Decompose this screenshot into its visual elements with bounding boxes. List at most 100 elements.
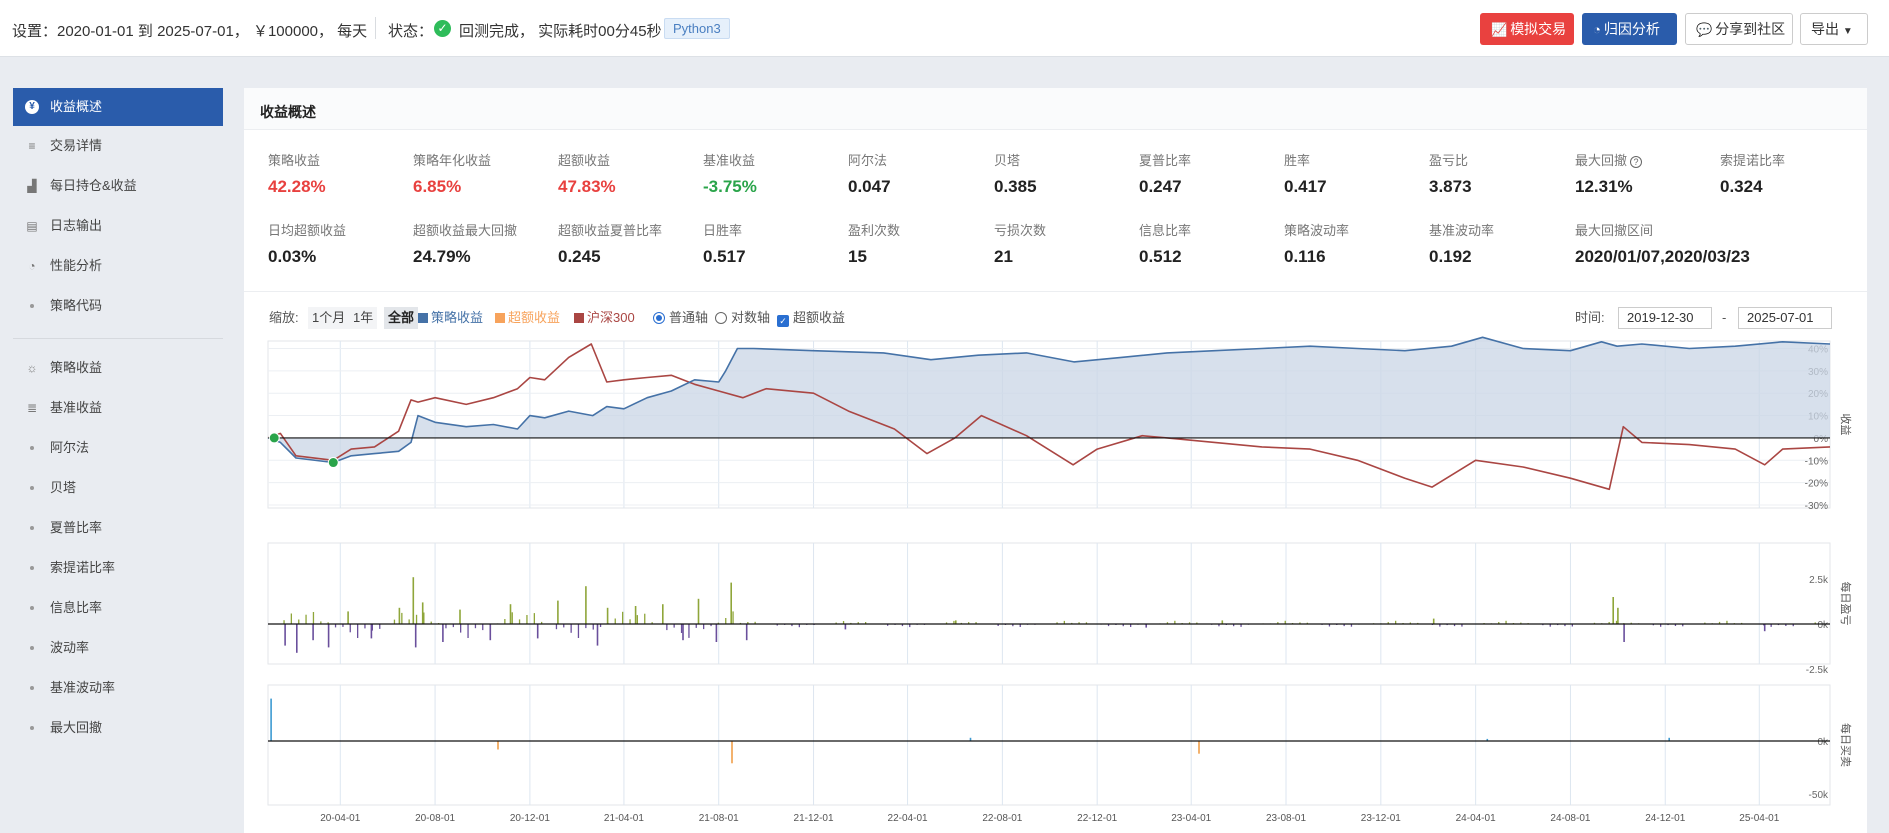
y-tick-label: 0k: [1817, 620, 1829, 631]
daily-pnl-bar: [379, 624, 381, 629]
daily-pnl-bar: [1174, 620, 1176, 624]
daily-pnl-bar: [636, 615, 638, 624]
daily-pnl-bar: [1328, 624, 1331, 627]
sidebar-item[interactable]: 夏普比率: [13, 509, 223, 547]
daily-pnl-bar: [312, 624, 314, 641]
metric-value: 0.517: [703, 247, 746, 266]
daily-pnl-bar: [283, 620, 285, 624]
x-tick-label: 22-12-01: [1077, 813, 1117, 824]
excess-return-checkbox[interactable]: ✓ 超额收益: [777, 307, 845, 329]
metric-value: 6.85%: [413, 177, 462, 196]
daily-pnl-bar: [1726, 620, 1728, 624]
daily-pnl-bar: [1439, 624, 1441, 627]
attribution-analysis-button[interactable]: ◔ 归因分析: [1582, 13, 1677, 45]
metric-label: 最大回撤?: [1575, 150, 1715, 169]
sidebar-item[interactable]: 策略代码: [13, 287, 223, 325]
sidebar-item[interactable]: 贝塔: [13, 469, 223, 507]
sidebar-item[interactable]: 索提诺比率: [13, 549, 223, 587]
export-dropdown-button[interactable]: 导出 ▼: [1800, 13, 1868, 45]
daily-pnl-bar: [482, 624, 484, 631]
daily-pnl-bar: [327, 624, 330, 648]
metric-label: 盈亏比: [1429, 150, 1569, 169]
sidebar-item[interactable]: ≡ 交易详情: [13, 127, 223, 165]
help-icon[interactable]: ?: [1630, 156, 1643, 168]
daily-pnl-bar: [585, 586, 587, 624]
charts-area[interactable]: 40%30%20%10%0%-10%-20%-30%收益2.5k0k-2.5k每…: [244, 88, 1867, 833]
sidebar-item[interactable]: 阿尔法: [13, 429, 223, 467]
drawdown-marker: [268, 432, 280, 444]
sidebar-item[interactable]: ▤ 日志输出: [13, 207, 223, 245]
metric-label: 亏损次数: [994, 220, 1134, 239]
sidebar-item[interactable]: ◔ 性能分析: [13, 247, 223, 285]
daily-pnl-bar: [909, 624, 911, 628]
daily-pnl-bar: [445, 624, 447, 629]
date-to-input[interactable]: 2025-07-01: [1738, 307, 1832, 329]
daily-pnl-bar: [688, 624, 690, 638]
x-tick-label: 21-04-01: [604, 813, 644, 824]
settings-value: 2020-01-01 到 2025-07-01， ￥100000， 每天: [57, 23, 368, 40]
daily-pnl-bar: [327, 622, 329, 624]
metric-label-text: 策略收益: [268, 153, 321, 168]
zoom-1month-button[interactable]: 1个月: [308, 307, 350, 329]
legend-strategy[interactable]: 策略收益: [418, 307, 483, 329]
daily-pnl-bar: [1196, 622, 1198, 624]
x-tick-label: 22-08-01: [982, 813, 1022, 824]
sidebar-item[interactable]: 信息比率: [13, 589, 223, 627]
daily-pnl-bar: [1395, 620, 1397, 624]
legend-excess[interactable]: 超额收益: [495, 307, 560, 329]
sidebar-item[interactable]: 基准波动率: [13, 669, 223, 707]
daily-pnl-bar: [284, 624, 286, 646]
zoom-1year-button[interactable]: 1年: [349, 307, 378, 329]
metric-label: 策略波动率: [1284, 220, 1424, 239]
daily-pnl-bar: [370, 624, 373, 639]
daily-pnl-bar: [1188, 622, 1191, 624]
metric-card: 盈亏比 3.873: [1429, 150, 1569, 197]
share-community-button[interactable]: 💬 分享到社区: [1685, 13, 1793, 45]
legend-hs300[interactable]: 沪深300: [574, 307, 635, 329]
daily-pnl-bar: [1085, 622, 1088, 624]
metric-value: -3.75%: [703, 177, 757, 196]
axis-log-radio[interactable]: 对数轴: [715, 307, 770, 329]
daily-pnl-bar: [1284, 620, 1286, 624]
daily-pnl-bar: [732, 611, 734, 624]
daily-pnl-bar: [596, 624, 599, 646]
daily-pnl-bar: [459, 609, 461, 624]
zoom-all-button[interactable]: 全部: [384, 307, 419, 329]
metric-card: 策略收益 42.28%: [268, 150, 408, 197]
metric-label: 最大回撤区间: [1575, 220, 1815, 239]
sidebar-item[interactable]: ☼ 策略收益: [13, 349, 223, 387]
sidebar-item[interactable]: ¥ 收益概述: [13, 88, 223, 126]
sidebar-item[interactable]: 波动率: [13, 629, 223, 667]
daily-pnl-bar: [791, 624, 793, 627]
daily-pnl-bar: [357, 624, 359, 638]
daily-pnl-bar: [1630, 622, 1632, 624]
daily-pnl-bar: [1350, 624, 1353, 627]
metric-label-text: 日均超额收益: [268, 223, 347, 238]
simulate-trade-button[interactable]: 📈 模拟交易: [1480, 13, 1574, 45]
metric-value: 0.512: [1139, 247, 1182, 266]
daily-pnl-bar: [1549, 624, 1551, 627]
date-from-input[interactable]: 2019-12-30: [1618, 307, 1712, 329]
sidebar-item[interactable]: ≣ 基准收益: [13, 389, 223, 427]
axis-normal-radio[interactable]: 普通轴: [653, 307, 708, 329]
daily-pnl-bar: [1063, 620, 1065, 624]
daily-pnl-bar: [695, 624, 697, 628]
metric-card: 基准波动率 0.192: [1429, 220, 1569, 267]
x-tick-label: 22-04-01: [888, 813, 928, 824]
daily-pnl-bar: [1306, 622, 1308, 624]
daily-pnl-bar: [1240, 624, 1242, 627]
sidebar-item-label: 收益概述: [50, 99, 103, 114]
metric-value: 0.385: [994, 177, 1037, 196]
daily-pnl-bar: [364, 624, 366, 629]
sidebar-item[interactable]: 最大回撤: [13, 709, 223, 747]
metric-card: 超额收益 47.83%: [558, 150, 698, 197]
sidebar-item[interactable]: ▟ 每日持仓&收益: [13, 167, 223, 205]
daily-pnl-bar: [1019, 624, 1021, 627]
metric-card: 索提诺比率 0.324: [1720, 150, 1860, 197]
daily-pnl-bar: [296, 624, 298, 653]
metric-label-text: 最大回撤: [1575, 153, 1628, 168]
daily-pnl-bar: [393, 619, 396, 624]
daily-pnl-bar: [414, 624, 417, 648]
daily-pnl-bar: [1343, 624, 1345, 627]
daily-pnl-bar: [842, 621, 845, 624]
